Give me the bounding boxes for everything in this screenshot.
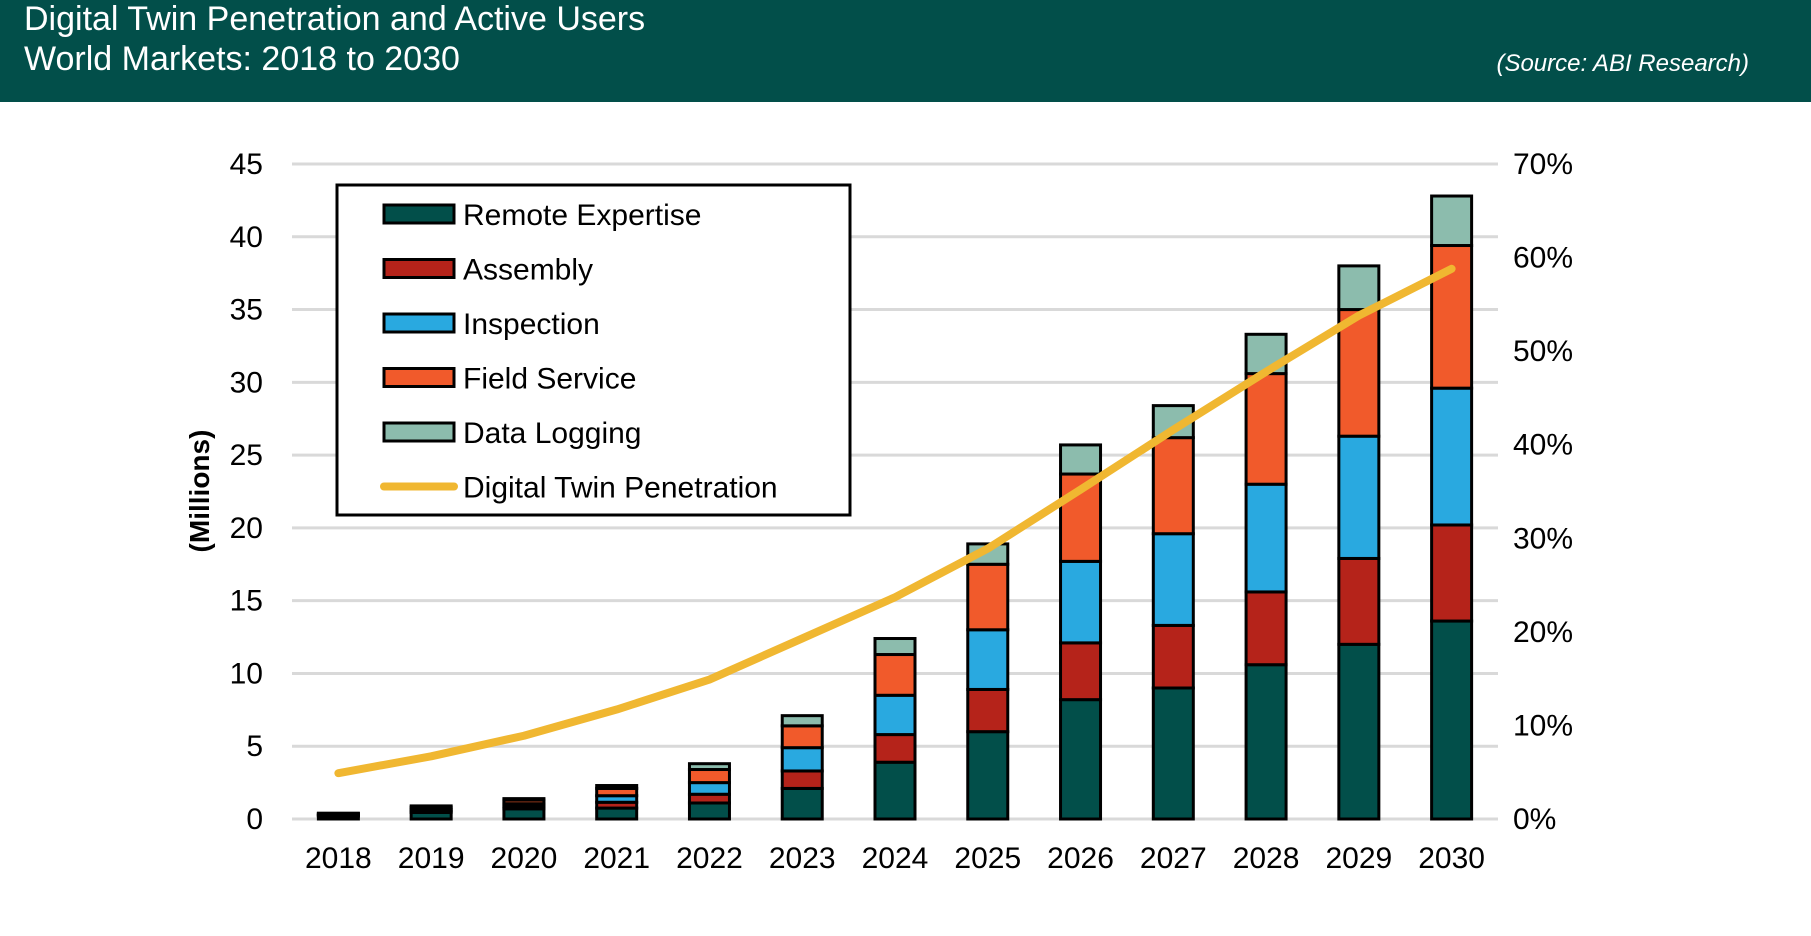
bar-segment [1430, 386, 1474, 527]
x-tick-label: 2029 [1325, 842, 1392, 875]
legend-label: Inspection [463, 308, 600, 341]
bar-segment [1337, 308, 1381, 438]
y-tick-label: 5 [246, 730, 263, 763]
y-tick-label: 35 [230, 294, 263, 327]
x-tick-label: 2030 [1418, 842, 1485, 875]
x-tick-label: 2026 [1047, 842, 1114, 875]
bar-segment [1151, 436, 1195, 536]
x-tick-label: 2025 [954, 842, 1021, 875]
bar-segment [780, 724, 824, 750]
bar-segment [1059, 559, 1103, 645]
bar-segment [687, 801, 731, 821]
x-tick-label: 2022 [676, 842, 743, 875]
bar-segment [780, 714, 824, 728]
bar-segment [873, 637, 917, 657]
bar-segment [1059, 641, 1103, 702]
bar-segment [780, 746, 824, 773]
header-banner: Digital Twin Penetration and Active User… [0, 0, 1811, 102]
legend-swatch [382, 203, 456, 225]
x-tick-label: 2024 [862, 842, 929, 875]
bar-segment [873, 693, 917, 737]
x-tick-label: 2028 [1233, 842, 1300, 875]
bar-segment [1151, 623, 1195, 690]
y-tick-label: 10 [230, 657, 263, 690]
x-tick-label: 2018 [305, 842, 372, 875]
bar-segment [966, 562, 1010, 632]
legend-label: Assembly [463, 254, 593, 287]
bar-segment [1151, 686, 1195, 821]
bar-segment [780, 769, 824, 790]
x-tick-label: 2023 [769, 842, 836, 875]
y2-tick-label: 50% [1513, 335, 1573, 368]
bar-segment [595, 806, 639, 821]
y2-tick-label: 0% [1513, 803, 1556, 836]
bar-segment [316, 811, 360, 816]
y2-tick-label: 70% [1513, 148, 1573, 181]
bar-segment [409, 804, 453, 809]
legend-swatch [382, 312, 456, 334]
bar-segment [1337, 642, 1381, 821]
bar-segment [1337, 434, 1381, 560]
chart-subtitle: World Markets: 2018 to 2030 [24, 40, 460, 78]
bar-segment [1337, 264, 1381, 312]
y2-tick-label: 10% [1513, 709, 1573, 742]
legend-label: Digital Twin Penetration [463, 472, 778, 505]
bar-segment [1244, 372, 1288, 486]
source-note: (Source: ABI Research) [1496, 50, 1749, 77]
bar-segment [687, 781, 731, 796]
y-tick-label: 40 [230, 221, 263, 254]
legend-swatch [382, 258, 456, 279]
bar-segment [1244, 663, 1288, 821]
legend: Remote Expertise Assembly Inspection Field … [335, 183, 852, 517]
y-tick-label: 30 [230, 366, 263, 399]
y-tick-label: 25 [230, 439, 263, 472]
y2-tick-label: 60% [1513, 242, 1573, 275]
chart-title: Digital Twin Penetration and Active User… [24, 0, 646, 38]
x-tick-label: 2027 [1140, 842, 1207, 875]
bar-segment [1059, 698, 1103, 821]
legend-swatch [382, 421, 456, 443]
y2-tick-label: 30% [1513, 522, 1573, 555]
legend-label: Remote Expertise [463, 199, 701, 232]
bar-segment [687, 762, 731, 772]
bar-segment [1151, 532, 1195, 627]
x-tick-label: 2021 [583, 842, 650, 875]
bar-segment [873, 653, 917, 697]
bar-segment [1430, 194, 1474, 248]
legend-label: Data Logging [463, 417, 641, 450]
bar-segment [502, 807, 546, 821]
legend-label: Field Service [463, 363, 636, 396]
bar-segment [780, 786, 824, 821]
bar-segment [1244, 590, 1288, 667]
bar-segment [1244, 332, 1288, 376]
x-tick-label: 2019 [398, 842, 465, 875]
bar-segment [873, 760, 917, 821]
y-tick-label: 15 [230, 585, 263, 618]
bar-segment [966, 687, 1010, 734]
y2-tick-label: 40% [1513, 429, 1573, 462]
bar-segment [502, 797, 546, 802]
bar-segment [595, 784, 639, 790]
bar-segment [1059, 443, 1103, 476]
bar-segment [1337, 556, 1381, 646]
y2-tick-label: 20% [1513, 616, 1573, 649]
bar-segment [1430, 523, 1474, 623]
bar-segment [966, 628, 1010, 691]
legend-box [335, 183, 852, 517]
legend-swatch [382, 367, 456, 388]
y-tick-label: 45 [230, 148, 263, 181]
bar-segment [966, 730, 1010, 821]
bar-segment [873, 733, 917, 764]
bar-segment [1244, 482, 1288, 594]
y-tick-label: 0 [246, 803, 263, 836]
y-tick-label: 20 [230, 512, 263, 545]
bar-segment [687, 768, 731, 785]
x-tick-label: 2020 [491, 842, 558, 875]
y-axis-label: (Millions) [184, 430, 215, 553]
bar-segment [1430, 619, 1474, 821]
